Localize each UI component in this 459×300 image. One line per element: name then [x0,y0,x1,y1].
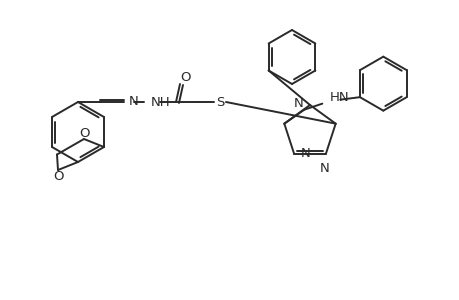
Text: HN: HN [329,91,348,104]
Text: O: O [79,127,90,140]
Text: N: N [301,147,310,160]
Text: NH: NH [151,95,170,109]
Text: O: O [54,169,64,182]
Text: O: O [180,70,191,83]
Text: N: N [129,94,139,107]
Text: S: S [215,95,224,109]
Text: N: N [319,162,329,175]
Text: N: N [294,97,303,110]
